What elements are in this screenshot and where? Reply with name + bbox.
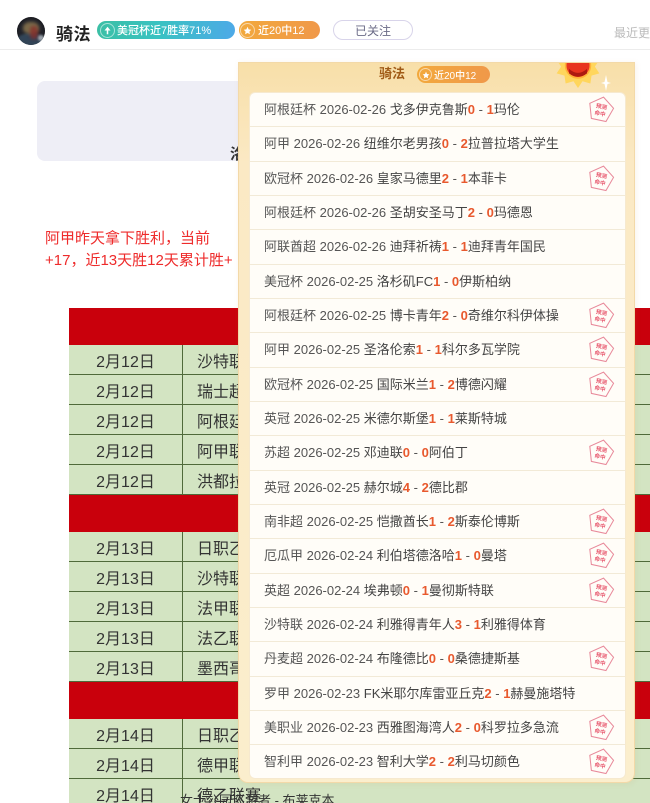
- svg-text:命中: 命中: [594, 726, 607, 736]
- svg-text:命中: 命中: [594, 314, 607, 324]
- svg-text:命中: 命中: [594, 108, 607, 118]
- svg-text:命中: 命中: [594, 555, 607, 565]
- svg-text:命中: 命中: [594, 761, 607, 771]
- svg-text:命中: 命中: [594, 452, 607, 462]
- svg-text:命中: 命中: [594, 349, 607, 359]
- svg-text:命中: 命中: [594, 658, 607, 668]
- svg-text:命中: 命中: [594, 520, 607, 530]
